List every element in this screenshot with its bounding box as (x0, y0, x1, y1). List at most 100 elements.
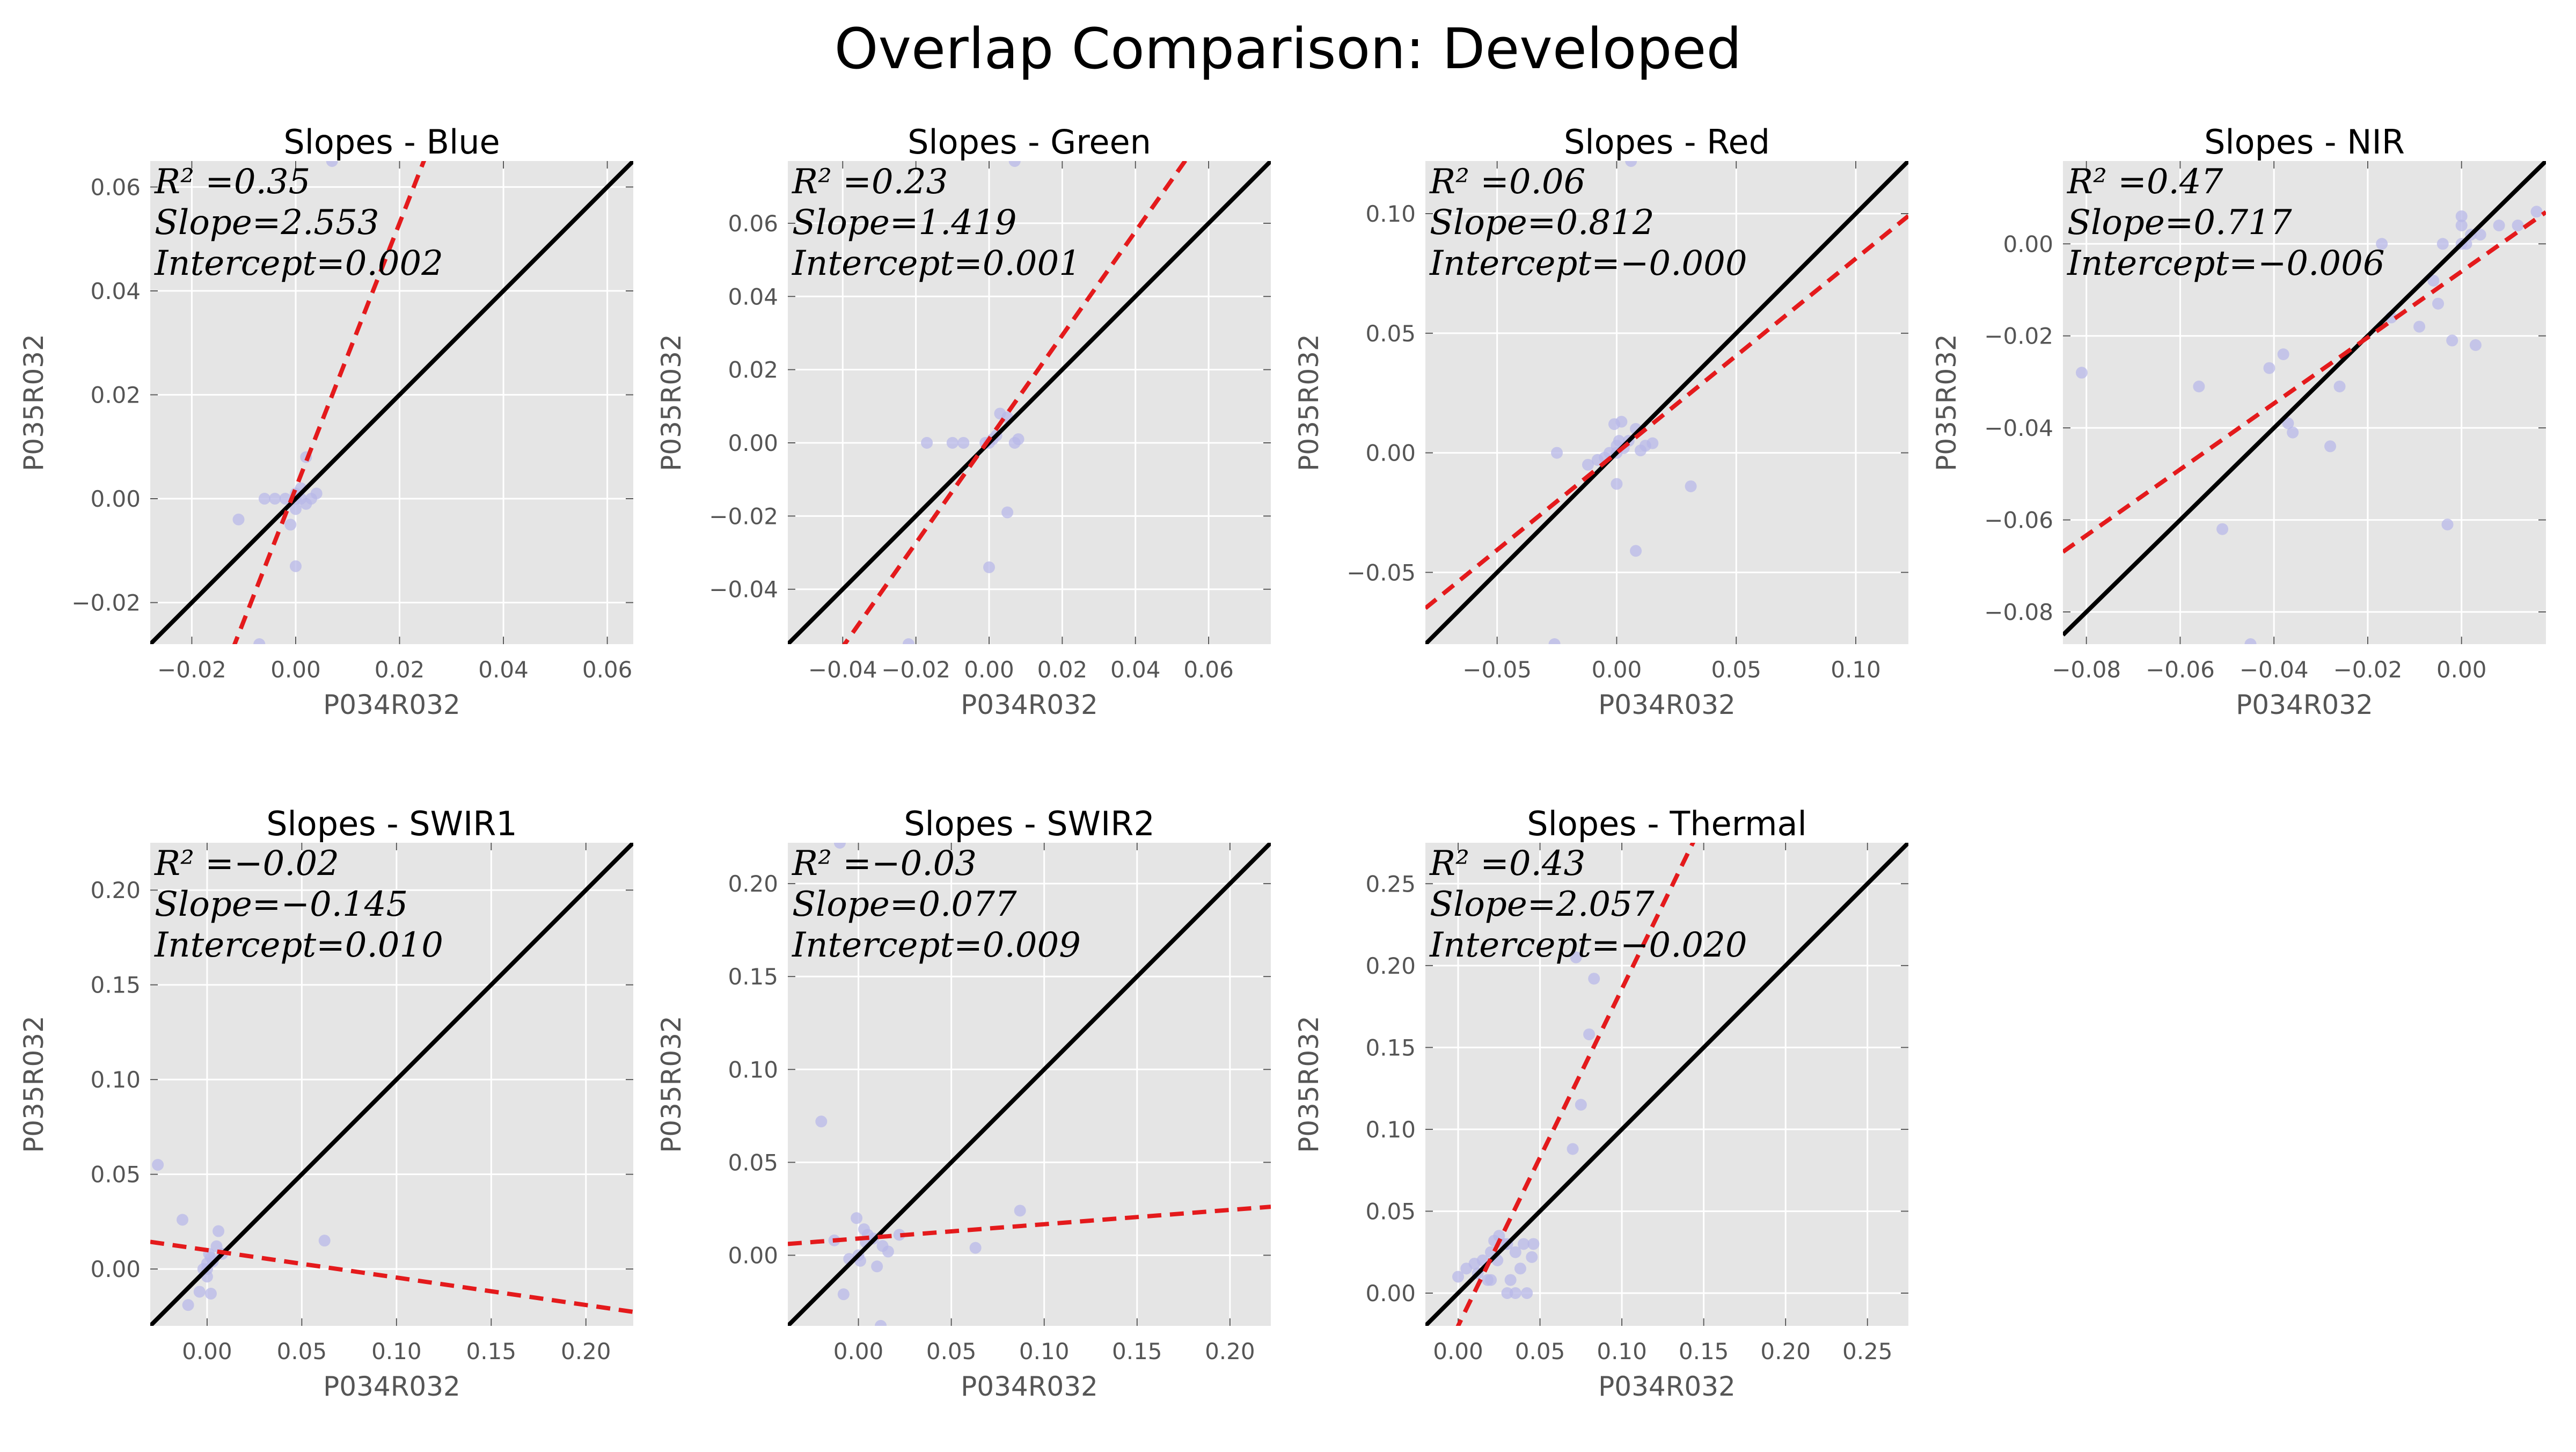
y-axis-label: P035R032 (656, 334, 687, 471)
y-tick-label: 0.25 (1365, 871, 1416, 897)
intercept-label: Intercept=−0.020 (1429, 925, 1747, 965)
scatter-point (1001, 506, 1014, 519)
x-tick-label: −0.05 (1462, 656, 1532, 683)
panel-4: 0.00 0.05 0.10 0.15 0.20 0.00 0.05 0.10 0.15 0.20… (18, 804, 633, 1402)
scatter-point (969, 1242, 982, 1254)
y-tick-label: 0.00 (1365, 1280, 1416, 1307)
identity-line (788, 161, 1271, 644)
x-tick-label: 0.15 (1112, 1338, 1162, 1365)
scatter-point (1548, 638, 1561, 644)
y-tick-label: 0.10 (1365, 201, 1416, 227)
panel-title: Slopes - SWIR2 (904, 804, 1155, 843)
y-tick-label: −0.02 (1984, 323, 2053, 349)
y-tick-label: 0.20 (90, 877, 141, 903)
scatter-point (875, 1320, 887, 1326)
y-tick-label: 0.02 (728, 357, 778, 383)
y-tick-label: 0.10 (1365, 1117, 1416, 1143)
x-tick-label: 0.00 (1433, 1338, 1483, 1365)
scatter-point (871, 1260, 883, 1273)
scatter-point (833, 843, 846, 849)
y-tick-label: 0.05 (1365, 320, 1416, 347)
x-tick-label: 0.00 (2436, 656, 2487, 683)
intercept-label: Intercept=0.002 (154, 244, 443, 283)
scatter-point (921, 437, 933, 449)
scatter-point (1518, 1238, 1530, 1250)
x-tick-label: 0.06 (582, 656, 633, 683)
identity-line (1425, 161, 1908, 644)
scatter-point (1509, 1287, 1521, 1299)
x-tick-label: 0.00 (270, 656, 321, 683)
scatter-point (1452, 1271, 1465, 1283)
scatter-point (851, 1212, 863, 1224)
scatter-point (1582, 458, 1594, 471)
x-tick-label: 0.15 (466, 1338, 517, 1365)
x-axis-label: P034R032 (1598, 689, 1736, 720)
panel-2: −0.05 0.00 0.05 0.10 −0.05 0.00 0.05 0.10 Slopes… (1293, 122, 1908, 720)
scatter-point (893, 1229, 905, 1241)
scatter-point (2193, 381, 2205, 392)
r-squared-label: R² =0.23 (792, 162, 948, 202)
scatter-point (1625, 161, 1637, 167)
scatter-point (1570, 951, 1582, 964)
slope-label: Slope=2.057 (1430, 885, 1655, 924)
y-tick-label: 0.20 (728, 871, 778, 897)
scatter-point (2512, 220, 2524, 231)
y-tick-label: 0.06 (90, 174, 141, 200)
scatter-point (2427, 274, 2440, 287)
fit-line (1455, 843, 1695, 1326)
x-tick-label: 0.05 (1515, 1338, 1565, 1365)
r-squared-label: R² =0.47 (2067, 162, 2223, 202)
scatter-point (2455, 210, 2468, 222)
scatter-point (2244, 638, 2257, 644)
scatter-point (1567, 1143, 1579, 1155)
scatter-point (2324, 440, 2337, 453)
y-tick-label: 0.04 (728, 283, 778, 310)
scatter-point (1646, 437, 1659, 449)
intercept-label: Intercept=0.009 (792, 925, 1081, 965)
scatter-point (1485, 1274, 1497, 1286)
panel-title: Slopes - NIR (2204, 122, 2405, 162)
scatter-point (2413, 320, 2426, 333)
scatter-point (1504, 1274, 1517, 1286)
scatter-point (253, 638, 266, 644)
scatter-point (815, 1115, 828, 1128)
y-tick-label: 0.20 (1365, 953, 1416, 979)
y-tick-label: 0.15 (90, 972, 141, 998)
scatter-point (1630, 545, 1642, 557)
x-axis-label: P034R032 (323, 1371, 460, 1402)
x-tick-label: 0.05 (926, 1338, 977, 1365)
y-axis-label: P035R032 (1931, 334, 1962, 471)
r-squared-label: R² =−0.03 (792, 844, 977, 884)
y-tick-label: 0.15 (1365, 1034, 1416, 1061)
y-tick-label: 0.10 (728, 1056, 778, 1083)
x-tick-label: −0.02 (2333, 656, 2403, 683)
y-tick-label: −0.04 (709, 577, 778, 603)
x-tick-label: −0.06 (2146, 656, 2215, 683)
plot-content (1425, 161, 1908, 644)
panel-title: Slopes - Red (1564, 122, 1770, 162)
x-tick-label: 0.20 (1760, 1338, 1811, 1365)
scatter-point (318, 1235, 331, 1247)
x-tick-label: 0.02 (375, 656, 425, 683)
panel-3: −0.08 −0.06 −0.04 −0.02 0.00−0.08−0.06−0.04−… (1931, 122, 2546, 720)
scatter-point (204, 1288, 217, 1300)
y-axis-label: P035R032 (18, 1016, 49, 1153)
scatter-point (2277, 348, 2289, 360)
scatter-point (1521, 1287, 1533, 1299)
x-axis-label: P034R032 (323, 689, 460, 720)
y-tick-label: −0.04 (1984, 415, 2053, 441)
x-tick-label: 0.02 (1037, 656, 1088, 683)
fit-line (2063, 210, 2546, 554)
scatter-point (2333, 381, 2346, 392)
scatter-point (284, 519, 297, 531)
scatter-point (177, 1214, 188, 1226)
x-tick-label: 0.10 (1831, 656, 1881, 683)
slope-label: Slope=−0.145 (155, 885, 408, 924)
scatter-point (2263, 362, 2275, 374)
panel-title: Slopes - Green (908, 122, 1151, 162)
panel-1: −0.04 −0.02 0.00 0.02 0.04 0.06−0.04−0.020.00… (656, 122, 1271, 720)
r-squared-label: R² =0.35 (154, 162, 310, 202)
x-tick-label: 0.00 (964, 656, 1014, 683)
scatter-point (1611, 478, 1623, 490)
plot-content (150, 843, 633, 1326)
